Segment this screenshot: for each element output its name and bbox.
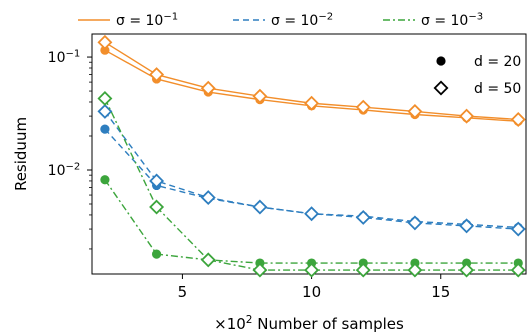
data-point bbox=[510, 112, 526, 127]
legend-marker bbox=[433, 80, 449, 96]
x-axis-label-prefix: ×10 bbox=[214, 315, 246, 333]
series-sigma−3-d50 bbox=[97, 90, 526, 278]
legend-marker-label: d = 50 bbox=[474, 81, 521, 97]
data-point bbox=[97, 103, 113, 119]
y-axis-label: Residuum bbox=[12, 117, 30, 191]
data-point bbox=[459, 108, 475, 124]
data-point bbox=[149, 67, 165, 83]
legend-noise-label: σ = 10−3 bbox=[421, 11, 483, 29]
x-tick-label: 15 bbox=[431, 283, 450, 301]
x-axis-label-group: ×102 Number of samples bbox=[214, 314, 404, 333]
x-axis-label-text: Number of samples bbox=[252, 315, 404, 333]
y-tick-label: 10−2 bbox=[48, 161, 81, 179]
data-point bbox=[304, 206, 320, 222]
data-point bbox=[304, 95, 320, 111]
data-point bbox=[459, 218, 475, 234]
legend-noise-label-exponent: −2 bbox=[318, 11, 333, 22]
x-tick-label: 5 bbox=[178, 283, 188, 301]
legend-noise-label-base: σ = 10 bbox=[421, 13, 468, 29]
data-point bbox=[407, 262, 423, 278]
data-point bbox=[200, 190, 216, 206]
data-point bbox=[510, 262, 526, 278]
plot-area: 5 10 15 10−110−2 d = 20d = 50 bbox=[48, 33, 527, 301]
data-point bbox=[200, 80, 216, 96]
y-tick-label-base: 10 bbox=[48, 50, 66, 66]
data-point bbox=[252, 88, 268, 104]
y-tick-label: 10−1 bbox=[48, 48, 81, 66]
legend-noise-label: σ = 10−1 bbox=[116, 11, 178, 29]
marker-legend: d = 20 d = 50 bbox=[433, 54, 521, 97]
data-point bbox=[355, 262, 371, 278]
data-point bbox=[407, 103, 423, 119]
series-sigma−1-d20 bbox=[100, 45, 523, 126]
legend-marker-label: d = 20 bbox=[474, 54, 521, 70]
data-point bbox=[100, 175, 110, 185]
data-point bbox=[304, 262, 320, 278]
legend-noise-label: σ = 10−2 bbox=[271, 11, 333, 29]
data-point bbox=[151, 249, 162, 259]
legend-noise-label-exponent: −1 bbox=[163, 11, 178, 22]
series-sigma−3-d20 bbox=[100, 175, 523, 268]
data-point bbox=[407, 215, 423, 231]
legend-noise-label-base: σ = 10 bbox=[271, 13, 318, 29]
data-point bbox=[355, 99, 371, 115]
data-point bbox=[100, 45, 110, 55]
series-layer bbox=[97, 34, 526, 278]
y-tick-label-base: 10 bbox=[48, 163, 66, 179]
y-tick-label-exponent: −2 bbox=[65, 161, 80, 172]
x-axis-ticks: 5 10 15 bbox=[178, 274, 450, 301]
data-point bbox=[355, 209, 371, 225]
data-point bbox=[200, 252, 216, 268]
data-point bbox=[97, 90, 113, 106]
x-tick-label: 10 bbox=[302, 283, 321, 301]
legend-marker bbox=[436, 56, 446, 66]
data-point bbox=[100, 124, 110, 134]
data-point bbox=[510, 221, 526, 237]
series-sigma−1-d50 bbox=[97, 34, 526, 127]
series-sigma−2-d50 bbox=[97, 103, 526, 237]
series-line bbox=[104, 98, 519, 271]
data-point bbox=[97, 34, 113, 50]
x-axis-label-exponent: 2 bbox=[246, 314, 253, 326]
data-point bbox=[459, 262, 475, 278]
y-axis-ticks: 10−110−2 bbox=[48, 48, 92, 250]
data-point bbox=[252, 262, 268, 278]
data-point bbox=[149, 173, 165, 189]
noise-legend: σ = 10−1 σ = 10−2 σ = 10−3 bbox=[78, 11, 483, 29]
legend-noise-label-exponent: −3 bbox=[468, 11, 483, 22]
y-tick-label-exponent: −1 bbox=[65, 48, 80, 59]
data-point bbox=[252, 199, 268, 215]
x-axis-label: ×102 Number of samples bbox=[214, 314, 404, 333]
series-line bbox=[104, 179, 519, 264]
data-point bbox=[149, 199, 165, 215]
legend-noise-label-base: σ = 10 bbox=[116, 13, 163, 29]
